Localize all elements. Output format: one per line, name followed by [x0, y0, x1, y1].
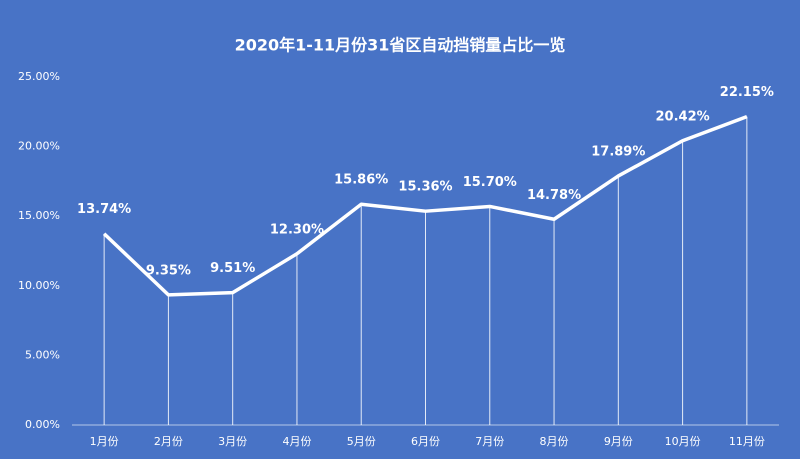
x-tick-label: 8月份 — [540, 435, 569, 448]
data-label: 15.86% — [334, 173, 388, 188]
data-label: 13.74% — [77, 202, 131, 217]
y-tick-label: 15.00% — [18, 209, 60, 222]
y-tick-label: 10.00% — [18, 279, 60, 292]
y-tick-label: 0.00% — [25, 418, 60, 431]
data-label: 20.42% — [656, 109, 710, 124]
x-tick-label: 5月份 — [347, 435, 376, 448]
data-label: 15.36% — [398, 180, 452, 195]
data-label: 17.89% — [591, 144, 645, 159]
x-tick-label: 7月份 — [475, 435, 504, 448]
y-tick-label: 25.00% — [18, 70, 60, 83]
x-tick-label: 1月份 — [90, 435, 119, 448]
x-tick-label: 9月份 — [604, 435, 633, 448]
data-label: 12.30% — [270, 222, 324, 237]
y-tick-label: 20.00% — [18, 140, 60, 153]
x-tick-label: 2月份 — [154, 435, 183, 448]
x-tick-label: 6月份 — [411, 435, 440, 448]
chart-title: 2020年1-11月份31省区自动挡销量占比一览 — [235, 36, 566, 55]
data-label: 22.15% — [720, 85, 774, 100]
x-tick-label: 11月份 — [729, 435, 765, 448]
line — [102, 115, 748, 297]
x-tick-label: 3月份 — [218, 435, 247, 448]
data-label: 9.35% — [146, 263, 191, 278]
x-tick-label: 10月份 — [665, 435, 701, 448]
data-label: 15.70% — [463, 175, 517, 190]
y-tick-label: 5.00% — [25, 348, 60, 361]
data-label: 14.78% — [527, 188, 581, 203]
data-label: 9.51% — [210, 261, 255, 276]
x-tick-label: 4月份 — [282, 435, 311, 448]
